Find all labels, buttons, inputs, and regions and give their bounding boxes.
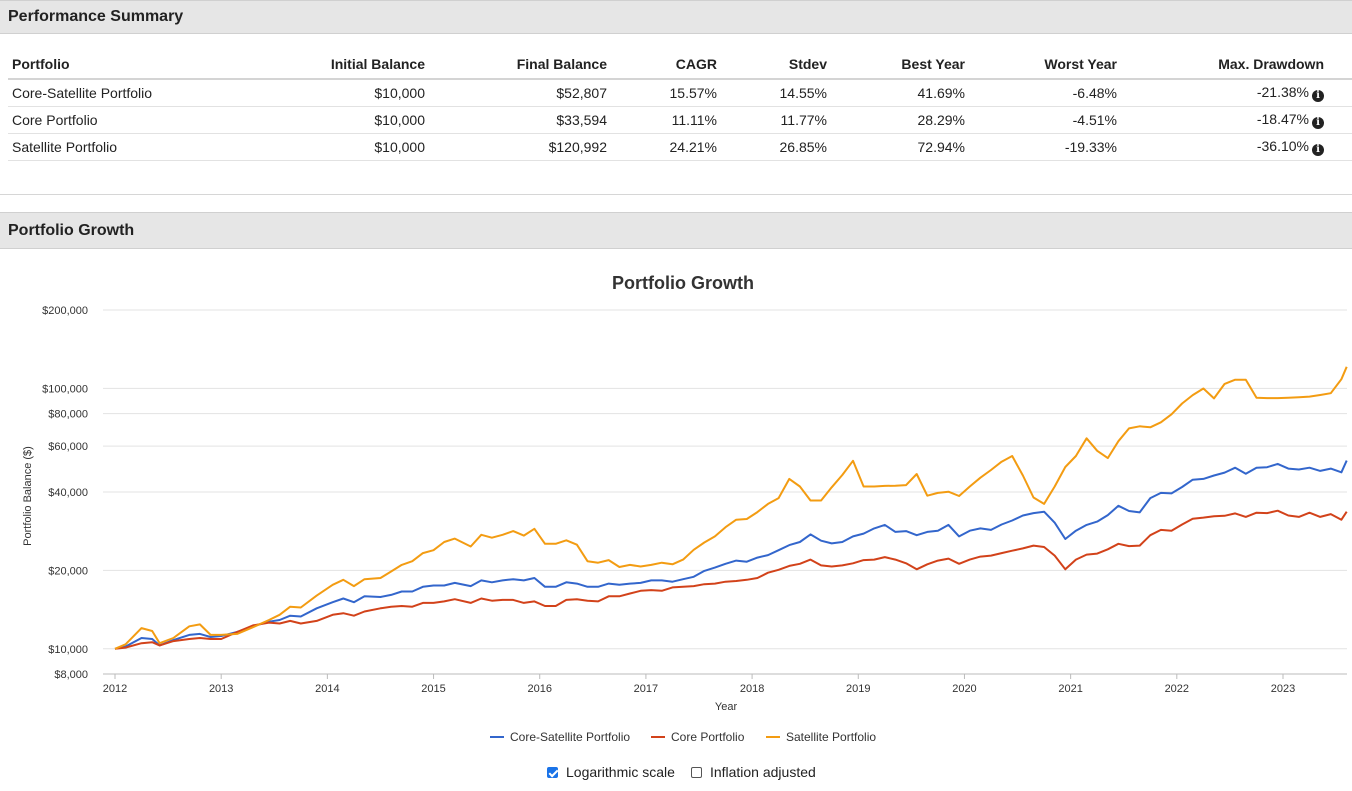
table-row: Core Portfolio $10,000 $33,594 11.11% 11…	[8, 106, 1352, 134]
drawdown-value: -21.38%	[1256, 84, 1309, 100]
column-spacer	[1328, 50, 1352, 80]
log-scale-checkbox[interactable]	[547, 766, 558, 778]
y-tick-label: $10,000	[48, 644, 88, 656]
cell-worst-year: -4.51%	[969, 106, 1121, 134]
y-tick-label: $200,000	[42, 305, 88, 317]
column-header-stdev: Stdev	[721, 50, 831, 80]
chart-series	[114, 366, 1348, 650]
info-circle-icon[interactable]: i	[1312, 144, 1324, 156]
column-header-cagr: CAGR	[611, 50, 721, 80]
cell-stdev: 14.55%	[721, 79, 831, 107]
cell-worst-year: -6.48%	[969, 79, 1121, 107]
cell-stdev: 26.85%	[721, 133, 831, 161]
portfolio-growth-title: Portfolio Growth	[8, 222, 135, 239]
cell-portfolio: Core-Satellite Portfolio	[8, 79, 246, 107]
cell-final-balance: $120,992	[429, 133, 611, 161]
y-tick-label: $100,000	[42, 383, 88, 395]
legend-item[interactable]: Core Portfolio	[651, 730, 745, 744]
performance-summary-header: Performance Summary	[0, 0, 1352, 34]
x-tick-label: 2015	[421, 683, 445, 695]
x-tick-label: 2017	[634, 683, 658, 695]
legend-item[interactable]: Satellite Portfolio	[766, 730, 876, 744]
column-header-worst-year: Worst Year	[969, 50, 1121, 80]
inflation-label: Inflation adjusted	[709, 764, 816, 780]
table-row: Satellite Portfolio $10,000 $120,992 24.…	[8, 133, 1352, 161]
log-scale-label: Logarithmic scale	[566, 764, 675, 780]
x-tick-label: 2013	[209, 683, 233, 695]
table-row: Core-Satellite Portfolio $10,000 $52,807…	[8, 79, 1352, 107]
x-tick-label: 2016	[527, 683, 551, 695]
cell-max-drawdown: -21.38% i	[1121, 79, 1328, 107]
chart-gridlines	[103, 309, 1347, 679]
cell-cagr: 24.21%	[611, 133, 721, 161]
drawdown-value: -36.10%	[1256, 138, 1309, 154]
legend-label: Core Portfolio	[671, 730, 745, 744]
cell-best-year: 28.29%	[831, 106, 969, 134]
cell-final-balance: $52,807	[429, 79, 611, 107]
legend-item[interactable]: Core-Satellite Portfolio	[490, 730, 630, 744]
chart-legend: Core-Satellite Portfolio Core Portfolio Sa…	[490, 730, 876, 744]
cell-best-year: 72.94%	[831, 133, 969, 161]
cell-cagr: 15.57%	[611, 79, 721, 107]
cell-portfolio: Satellite Portfolio	[8, 133, 246, 161]
inflation-checkbox[interactable]	[690, 766, 702, 778]
y-axis-label: Portfolio Balance ($)	[22, 446, 34, 546]
x-tick-label: 2023	[1271, 683, 1295, 695]
x-axis-label: Year	[715, 701, 738, 713]
performance-summary-title: Performance Summary	[8, 8, 184, 25]
cell-initial-balance: $10,000	[246, 106, 429, 134]
x-tick-label: 2021	[1058, 683, 1082, 695]
info-circle-icon[interactable]: i	[1312, 90, 1324, 102]
legend-label: Satellite Portfolio	[786, 730, 876, 744]
cell-max-drawdown: -18.47% i	[1121, 106, 1328, 134]
column-header-portfolio: Portfolio	[8, 50, 246, 80]
legend-label: Core-Satellite Portfolio	[510, 730, 630, 744]
series-line-core-satellite-portfolio[interactable]	[114, 460, 1348, 650]
drawdown-value: -18.47%	[1256, 111, 1309, 127]
cell-worst-year: -19.33%	[969, 133, 1121, 161]
cell-cagr: 11.11%	[611, 106, 721, 134]
y-tick-label: $60,000	[48, 441, 88, 453]
x-tick-label: 2012	[103, 683, 127, 695]
cell-best-year: 41.69%	[831, 79, 969, 107]
column-header-max-drawdown: Max. Drawdown	[1121, 50, 1328, 80]
log-scale-toggle[interactable]: Logarithmic scale	[547, 764, 675, 780]
cell-initial-balance: $10,000	[246, 79, 429, 107]
column-header-initial-balance: Initial Balance	[246, 50, 429, 80]
portfolio-growth-header: Portfolio Growth	[0, 212, 1352, 249]
x-tick-label: 2020	[952, 683, 976, 695]
y-tick-label: $80,000	[48, 409, 88, 421]
cell-portfolio: Core Portfolio	[8, 106, 246, 134]
x-tick-label: 2018	[740, 683, 764, 695]
y-axis-tick-labels: $8,000 $10,000 $20,000 $40,000 $60,000 $80,00…	[42, 305, 88, 681]
cell-max-drawdown: -36.10% i	[1121, 133, 1328, 161]
x-tick-label: 2019	[846, 683, 870, 695]
chart-title: Portfolio Growth	[612, 273, 754, 293]
cell-stdev: 11.77%	[721, 106, 831, 134]
portfolio-growth-chart: Portfolio Growth $8,000 $10,000 $20,000 $40…	[22, 273, 1348, 744]
chart-controls: Logarithmic scale Inflation adjusted	[547, 764, 832, 780]
x-tick-label: 2014	[315, 683, 339, 695]
performance-summary-table: Portfolio Initial Balance Final Balance …	[8, 50, 1352, 161]
column-header-best-year: Best Year	[831, 50, 969, 80]
table-header-row: Portfolio Initial Balance Final Balance …	[8, 50, 1352, 80]
series-line-satellite-portfolio[interactable]	[114, 366, 1348, 650]
column-header-final-balance: Final Balance	[429, 50, 611, 80]
inflation-toggle[interactable]: Inflation adjusted	[690, 764, 816, 780]
cell-final-balance: $33,594	[429, 106, 611, 134]
info-circle-icon[interactable]: i	[1312, 117, 1324, 129]
section-divider	[0, 194, 1352, 195]
x-axis-tick-labels: 2012 2013 2014 2015 2016 2017 2018 2019 2020 2021…	[103, 683, 1295, 695]
y-tick-label: $8,000	[54, 669, 88, 681]
cell-initial-balance: $10,000	[246, 133, 429, 161]
y-tick-label: $20,000	[48, 565, 88, 577]
x-tick-label: 2022	[1165, 683, 1189, 695]
y-tick-label: $40,000	[48, 487, 88, 499]
series-line-core-portfolio[interactable]	[114, 509, 1348, 650]
